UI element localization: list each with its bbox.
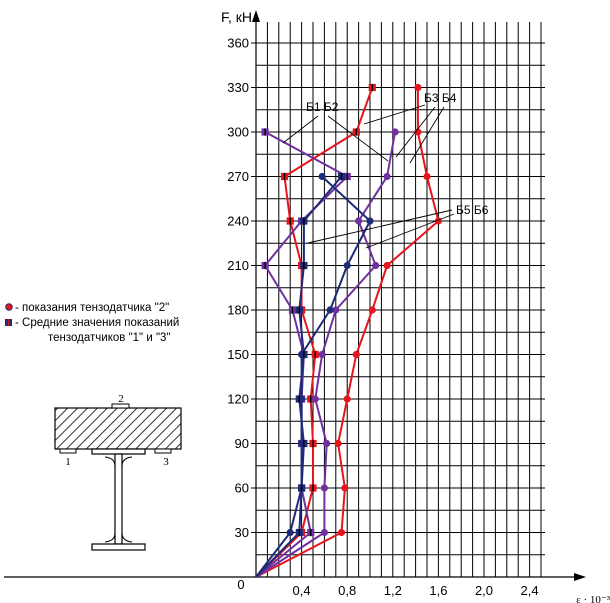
data-point-circle	[355, 217, 363, 225]
chart-grid	[256, 22, 545, 577]
origin-label: 0	[237, 577, 244, 592]
data-point-circle	[341, 484, 349, 492]
data-point-circle	[337, 528, 346, 537]
leader-line	[395, 106, 436, 158]
x-tick-label: 0,8	[338, 583, 356, 598]
y-tick-label: 210	[227, 258, 249, 273]
data-point-circle	[318, 172, 326, 181]
x-tick-label: 1,2	[384, 583, 402, 598]
x-tick-label: 1,6	[429, 583, 447, 598]
data-point-circle	[326, 306, 334, 314]
section-label-3: 3	[163, 456, 169, 468]
leader-line	[363, 104, 426, 125]
gauge-2-mark	[111, 403, 130, 409]
x-axis-arrow	[574, 573, 586, 581]
data-point-circle	[383, 261, 391, 270]
gauge-3-mark	[154, 448, 172, 454]
legend-item-average: - Средние значения показаний	[15, 317, 179, 329]
data-point-circle	[320, 528, 328, 537]
gauge-1-mark	[59, 448, 77, 454]
legend-circle-marker	[5, 303, 13, 311]
data-point-circle	[368, 306, 376, 314]
slab-section	[54, 407, 182, 450]
data-point-circle	[332, 306, 340, 314]
data-point-circle	[423, 172, 431, 181]
chart-annotations: Б1 Б2 Б3 Б4 Б5 Б6	[282, 91, 489, 249]
data-point-circle	[343, 395, 351, 403]
y-tick-label: 150	[227, 347, 249, 362]
data-point-circle	[414, 83, 422, 92]
y-tick-label: 330	[227, 80, 249, 95]
beam-cross-section: 2 1 3	[54, 393, 182, 551]
y-axis-label: F, кН	[221, 9, 252, 25]
series-line	[255, 87, 374, 578]
y-axis-arrow	[252, 10, 260, 22]
section-label-2: 2	[118, 393, 124, 405]
data-point-circle	[352, 350, 360, 359]
data-point-circle	[286, 528, 294, 537]
chart-series-lines	[255, 87, 440, 578]
fillet	[104, 456, 116, 467]
annotation-b5-b6: Б5 Б6	[456, 203, 489, 217]
fillet	[104, 532, 116, 543]
beam-web	[114, 453, 123, 545]
legend-item-gauge-2: - показания тензодатчика "2"	[15, 302, 169, 314]
leader-line	[307, 209, 453, 244]
y-tick-label: 300	[227, 125, 249, 140]
x-tick-label: 0,4	[293, 583, 311, 598]
data-point-circle	[391, 128, 399, 136]
data-point-circle	[343, 261, 351, 270]
leader-line	[409, 106, 445, 164]
y-tick-label: 90	[235, 436, 249, 451]
leader-line	[327, 115, 389, 162]
leader-line	[365, 213, 455, 249]
data-point-circle	[318, 350, 326, 359]
y-tick-label: 120	[227, 392, 249, 407]
y-tick-label: 60	[235, 481, 249, 496]
x-tick-label: 2,0	[475, 583, 493, 598]
legend-item-average-cont: тензодатчиков "1" и "3"	[48, 332, 171, 344]
annotation-b1-b2: Б1 Б2	[306, 100, 339, 114]
data-point-circle	[334, 439, 342, 448]
data-point-circle	[311, 395, 319, 403]
data-point-circle	[320, 484, 328, 492]
series-line	[255, 175, 343, 578]
fillet	[121, 456, 133, 467]
beam-top-flange	[91, 448, 146, 455]
data-point-circle	[366, 217, 374, 225]
chart-legend: - показания тензодатчика "2" - Средние зн…	[5, 302, 179, 344]
data-point-circle	[372, 261, 380, 270]
x-axis-label: ε · 10⁻³	[576, 594, 610, 603]
y-tick-label: 360	[227, 36, 249, 51]
beam-bottom-flange	[91, 543, 146, 551]
y-tick-label: 180	[227, 303, 249, 318]
series-line	[255, 87, 440, 578]
y-tick-label: 30	[235, 525, 249, 540]
fillet	[121, 532, 133, 543]
y-tick-label: 270	[227, 169, 249, 184]
data-point-circle	[323, 439, 331, 448]
section-label-1: 1	[65, 456, 71, 468]
chart-markers	[261, 83, 442, 537]
y-tick-label: 240	[227, 214, 249, 229]
data-point-circle	[414, 128, 422, 136]
data-point-circle	[383, 172, 391, 181]
leader-line	[282, 115, 319, 144]
x-tick-label: 2,4	[521, 583, 539, 598]
annotation-b3-b4: Б3 Б4	[424, 91, 457, 105]
